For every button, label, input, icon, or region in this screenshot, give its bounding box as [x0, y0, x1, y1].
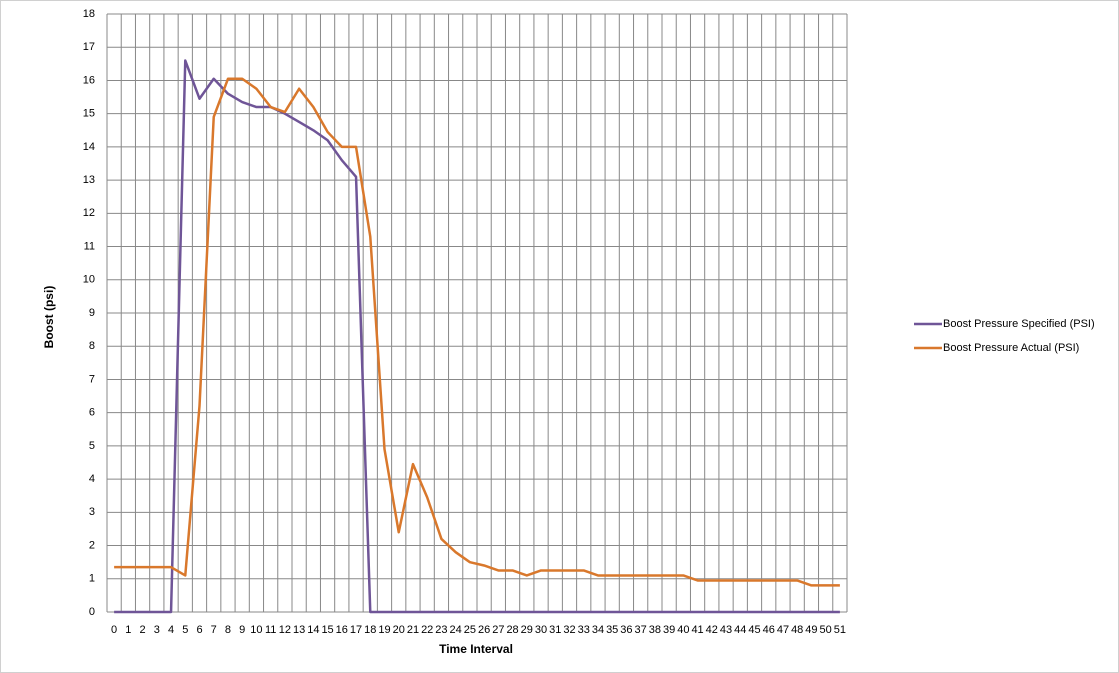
- x-tick-label: 30: [535, 624, 547, 636]
- x-tick-label: 51: [834, 624, 846, 636]
- x-tick-label: 14: [307, 624, 319, 636]
- x-tick-label: 29: [521, 624, 533, 636]
- y-tick-label: 10: [83, 274, 95, 286]
- x-tick-label: 18: [364, 624, 376, 636]
- y-tick-label: 17: [83, 41, 95, 53]
- x-tick-label: 23: [435, 624, 447, 636]
- x-tick-label: 11: [265, 624, 276, 636]
- x-tick-label: 42: [706, 624, 718, 636]
- x-tick-label: 41: [691, 624, 703, 636]
- x-tick-label: 25: [464, 624, 476, 636]
- x-tick-label: 43: [720, 624, 732, 636]
- x-tick-label: 22: [421, 624, 433, 636]
- y-tick-label: 0: [89, 606, 95, 618]
- x-axis-title: Time Interval: [439, 642, 513, 656]
- x-tick-label: 31: [549, 624, 561, 636]
- y-tick-label: 8: [89, 340, 95, 352]
- x-tick-label: 45: [748, 624, 760, 636]
- y-tick-label: 5: [89, 440, 95, 452]
- y-tick-label: 11: [84, 240, 95, 252]
- x-tick-label: 38: [649, 624, 661, 636]
- y-tick-label: 7: [89, 373, 95, 385]
- x-tick-label: 21: [407, 624, 419, 636]
- x-tick-label: 6: [196, 624, 202, 636]
- y-tick-label: 12: [83, 207, 95, 219]
- x-tick-label: 15: [321, 624, 333, 636]
- x-tick-label: 0: [111, 624, 117, 636]
- x-tick-label: 8: [225, 624, 231, 636]
- x-tick-label: 7: [211, 624, 217, 636]
- x-tick-label: 27: [492, 624, 504, 636]
- x-tick-label: 49: [805, 624, 817, 636]
- y-tick-label: 9: [89, 307, 95, 319]
- y-tick-label: 16: [83, 74, 95, 86]
- x-tick-label: 13: [293, 624, 305, 636]
- x-tick-label: 39: [663, 624, 675, 636]
- y-tick-label: 2: [89, 539, 95, 551]
- series-line: [114, 59, 840, 614]
- x-tick-label: 5: [182, 624, 188, 636]
- x-tick-label: 19: [378, 624, 390, 636]
- series-line: [114, 77, 840, 587]
- x-tick-label: 10: [250, 624, 262, 636]
- y-tick-label: 3: [89, 506, 95, 518]
- x-tick-label: 48: [791, 624, 803, 636]
- y-tick-label: 14: [83, 141, 95, 153]
- x-tick-label: 20: [393, 624, 405, 636]
- y-tick-label: 15: [83, 108, 95, 120]
- x-tick-label: 46: [763, 624, 775, 636]
- y-tick-label: 4: [89, 473, 95, 485]
- y-axis-title: Boost (psi): [42, 286, 56, 349]
- x-tick-label: 37: [635, 624, 647, 636]
- x-tick-label: 33: [578, 624, 590, 636]
- x-tick-label: 4: [168, 624, 174, 636]
- x-tick-label: 2: [140, 624, 146, 636]
- x-tick-label: 17: [350, 624, 362, 636]
- x-tick-label: 24: [450, 624, 462, 636]
- legend-label: Boost Pressure Actual (PSI): [943, 342, 1079, 354]
- x-tick-label: 12: [279, 624, 291, 636]
- legend-label: Boost Pressure Specified (PSI): [943, 318, 1095, 330]
- x-tick-label: 1: [125, 624, 131, 636]
- y-tick-label: 13: [83, 174, 95, 186]
- x-tick-label: 34: [592, 624, 604, 636]
- x-tick-label: 28: [506, 624, 518, 636]
- x-tick-label: 44: [734, 624, 746, 636]
- x-tick-label: 26: [478, 624, 490, 636]
- x-tick-label: 32: [563, 624, 575, 636]
- y-tick-label: 1: [89, 573, 95, 585]
- y-tick-label: 18: [83, 8, 95, 20]
- x-tick-label: 50: [820, 624, 832, 636]
- x-tick-label: 40: [677, 624, 689, 636]
- y-tick-label: 6: [89, 407, 95, 419]
- x-tick-label: 47: [777, 624, 789, 636]
- x-tick-label: 36: [620, 624, 632, 636]
- x-tick-label: 16: [336, 624, 348, 636]
- x-tick-label: 3: [154, 624, 160, 636]
- x-tick-label: 9: [239, 624, 245, 636]
- x-tick-label: 35: [606, 624, 618, 636]
